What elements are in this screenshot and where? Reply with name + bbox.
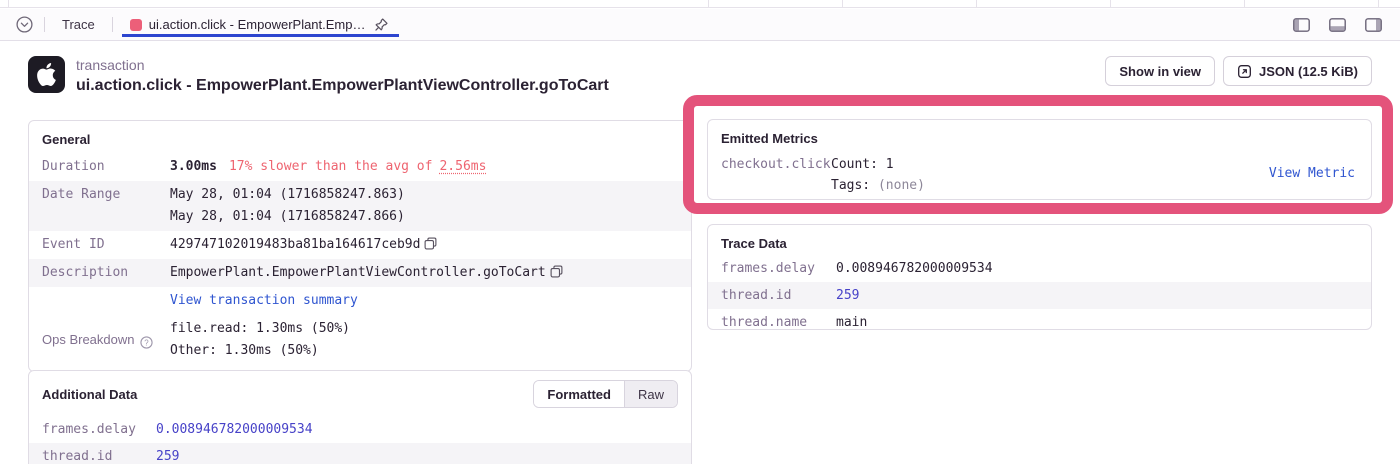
svg-text:?: ? bbox=[144, 338, 149, 347]
tab-divider bbox=[44, 17, 45, 32]
external-link-icon bbox=[1238, 64, 1251, 78]
row-value: 259 bbox=[156, 449, 180, 464]
tab-divider bbox=[111, 17, 113, 32]
waterfall-grid-edge bbox=[0, 0, 1400, 8]
drawer-layout-controls bbox=[1290, 9, 1400, 40]
tab-bar-left: Trace ui.action.click - EmpowerPlant.Emp… bbox=[0, 9, 399, 40]
page-title: ui.action.click - EmpowerPlant.EmpowerPl… bbox=[76, 77, 609, 94]
pin-icon[interactable] bbox=[373, 16, 391, 34]
copy-event-id-button[interactable] bbox=[424, 237, 437, 250]
event-id-value: 429747102019483ba81ba164617ceb9d bbox=[170, 237, 421, 252]
row-key: frames.delay bbox=[721, 261, 815, 276]
row-value: 0.008946782000009534 bbox=[156, 422, 313, 437]
row-key: thread.id bbox=[721, 288, 792, 303]
json-download-button[interactable]: JSON (12.5 KiB) bbox=[1223, 56, 1372, 86]
table-row: thread.id 259 bbox=[29, 443, 691, 464]
ops-breakdown-row: Ops Breakdown ? file.read: 1.30ms (50%) … bbox=[29, 315, 691, 371]
event-id-key: Event ID bbox=[42, 237, 105, 252]
dock-bottom-icon bbox=[1328, 17, 1346, 32]
emitted-metrics-title: Emitted Metrics bbox=[721, 131, 818, 146]
metric-name: checkout.click bbox=[721, 157, 831, 172]
raw-toggle-option[interactable]: Raw bbox=[624, 381, 677, 407]
description-row: Description EmpowerPlant.EmpowerPlantVie… bbox=[29, 259, 691, 315]
header-actions: Show in view JSON (12.5 KiB) bbox=[1105, 56, 1372, 86]
avg-duration-value[interactable]: 2.56ms bbox=[439, 159, 487, 174]
general-card-title: General bbox=[42, 132, 91, 147]
emitted-metrics-card: Emitted Metrics checkout.click Count: 1 … bbox=[707, 119, 1372, 200]
dock-bottom-button[interactable] bbox=[1326, 14, 1348, 36]
tab-trace-label: Trace bbox=[62, 17, 95, 32]
copy-icon bbox=[550, 265, 563, 278]
help-icon[interactable]: ? bbox=[139, 335, 153, 349]
event-type-label: transaction bbox=[76, 57, 145, 73]
date-range-start: May 28, 01:04 (1716858247.863) bbox=[170, 187, 405, 202]
date-range-key: Date Range bbox=[42, 187, 121, 202]
table-row: frames.delay 0.008946782000009534 bbox=[708, 255, 1371, 282]
trace-data-title: Trace Data bbox=[721, 236, 787, 251]
table-row: thread.name main bbox=[708, 309, 1371, 330]
transaction-type-swatch bbox=[129, 18, 142, 31]
grid-line bbox=[708, 0, 709, 7]
event-header: transaction ui.action.click - EmpowerPla… bbox=[28, 56, 1372, 97]
metric-count: Count: 1 bbox=[831, 157, 894, 172]
emitted-metric-row: checkout.click Count: 1 Tags: (none) bbox=[708, 152, 1371, 198]
dock-left-icon bbox=[1292, 17, 1310, 32]
grid-line bbox=[1244, 0, 1245, 7]
row-value: 0.008946782000009534 bbox=[836, 261, 993, 276]
tab-transaction-label: ui.action.click - EmpowerPlant.Emp… bbox=[148, 17, 366, 32]
duration-key: Duration bbox=[42, 159, 105, 174]
dock-left-button[interactable] bbox=[1290, 14, 1312, 36]
row-value: main bbox=[836, 315, 868, 330]
date-range-end: May 28, 01:04 (1716858247.866) bbox=[170, 209, 405, 224]
show-in-view-button[interactable]: Show in view bbox=[1105, 56, 1216, 86]
ops-breakdown-line: file.read: 1.30ms (50%) bbox=[170, 321, 351, 336]
ops-breakdown-line: Other: 1.30ms (50%) bbox=[170, 343, 319, 358]
additional-data-card: Additional Data Formatted Raw frames.del… bbox=[28, 370, 692, 464]
copy-icon bbox=[425, 237, 437, 250]
view-transaction-summary-link[interactable]: View transaction summary bbox=[170, 293, 358, 308]
json-button-label: JSON (12.5 KiB) bbox=[1259, 63, 1358, 79]
grid-line bbox=[1110, 0, 1111, 7]
row-key: frames.delay bbox=[42, 422, 136, 437]
apple-platform-icon bbox=[28, 56, 65, 93]
general-card: General Duration 3.00ms 17% slower than … bbox=[28, 120, 692, 372]
duration-row: Duration 3.00ms 17% slower than the avg … bbox=[29, 153, 691, 181]
row-value: 259 bbox=[836, 288, 860, 303]
ops-breakdown-key: Ops Breakdown bbox=[42, 332, 135, 347]
event-titles: transaction ui.action.click - EmpowerPla… bbox=[76, 56, 609, 97]
chevron-down-circle-icon bbox=[15, 16, 33, 33]
grid-line bbox=[842, 0, 843, 7]
trace-data-card: Trace Data frames.delay 0.00894678200000… bbox=[707, 224, 1372, 330]
event-id-row: Event ID 429747102019483ba81ba164617ceb9… bbox=[29, 231, 691, 259]
drawer-tab-bar: Trace ui.action.click - EmpowerPlant.Emp… bbox=[0, 9, 1400, 41]
description-key: Description bbox=[42, 265, 129, 280]
grid-line bbox=[8, 0, 9, 7]
table-row: frames.delay 0.008946782000009534 bbox=[29, 416, 691, 443]
additional-data-title: Additional Data bbox=[42, 386, 138, 402]
view-metric-link[interactable]: View Metric bbox=[1268, 166, 1355, 181]
show-in-view-label: Show in view bbox=[1119, 63, 1202, 79]
tab-transaction[interactable]: ui.action.click - EmpowerPlant.Emp… bbox=[121, 13, 399, 37]
grid-line bbox=[1378, 0, 1379, 7]
date-range-row: Date Range May 28, 01:04 (1716858247.863… bbox=[29, 181, 691, 231]
formatted-toggle-option[interactable]: Formatted bbox=[534, 381, 625, 407]
duration-comparison: 17% slower than the avg of 2.56ms bbox=[228, 159, 487, 174]
dock-right-button[interactable] bbox=[1362, 14, 1384, 36]
duration-value: 3.00ms bbox=[170, 159, 217, 174]
row-key: thread.name bbox=[721, 315, 808, 330]
grid-line bbox=[976, 0, 977, 7]
table-row: thread.id 259 bbox=[708, 282, 1371, 309]
dock-right-icon bbox=[1364, 17, 1382, 32]
format-toggle: Formatted Raw bbox=[533, 380, 678, 408]
tab-trace[interactable]: Trace bbox=[54, 17, 103, 32]
row-key: thread.id bbox=[42, 449, 113, 464]
copy-description-button[interactable] bbox=[550, 265, 563, 278]
description-value: EmpowerPlant.EmpowerPlantViewController.… bbox=[170, 265, 546, 280]
metric-tags: Tags: (none) bbox=[831, 178, 925, 193]
collapse-drawer-button[interactable] bbox=[13, 14, 35, 36]
